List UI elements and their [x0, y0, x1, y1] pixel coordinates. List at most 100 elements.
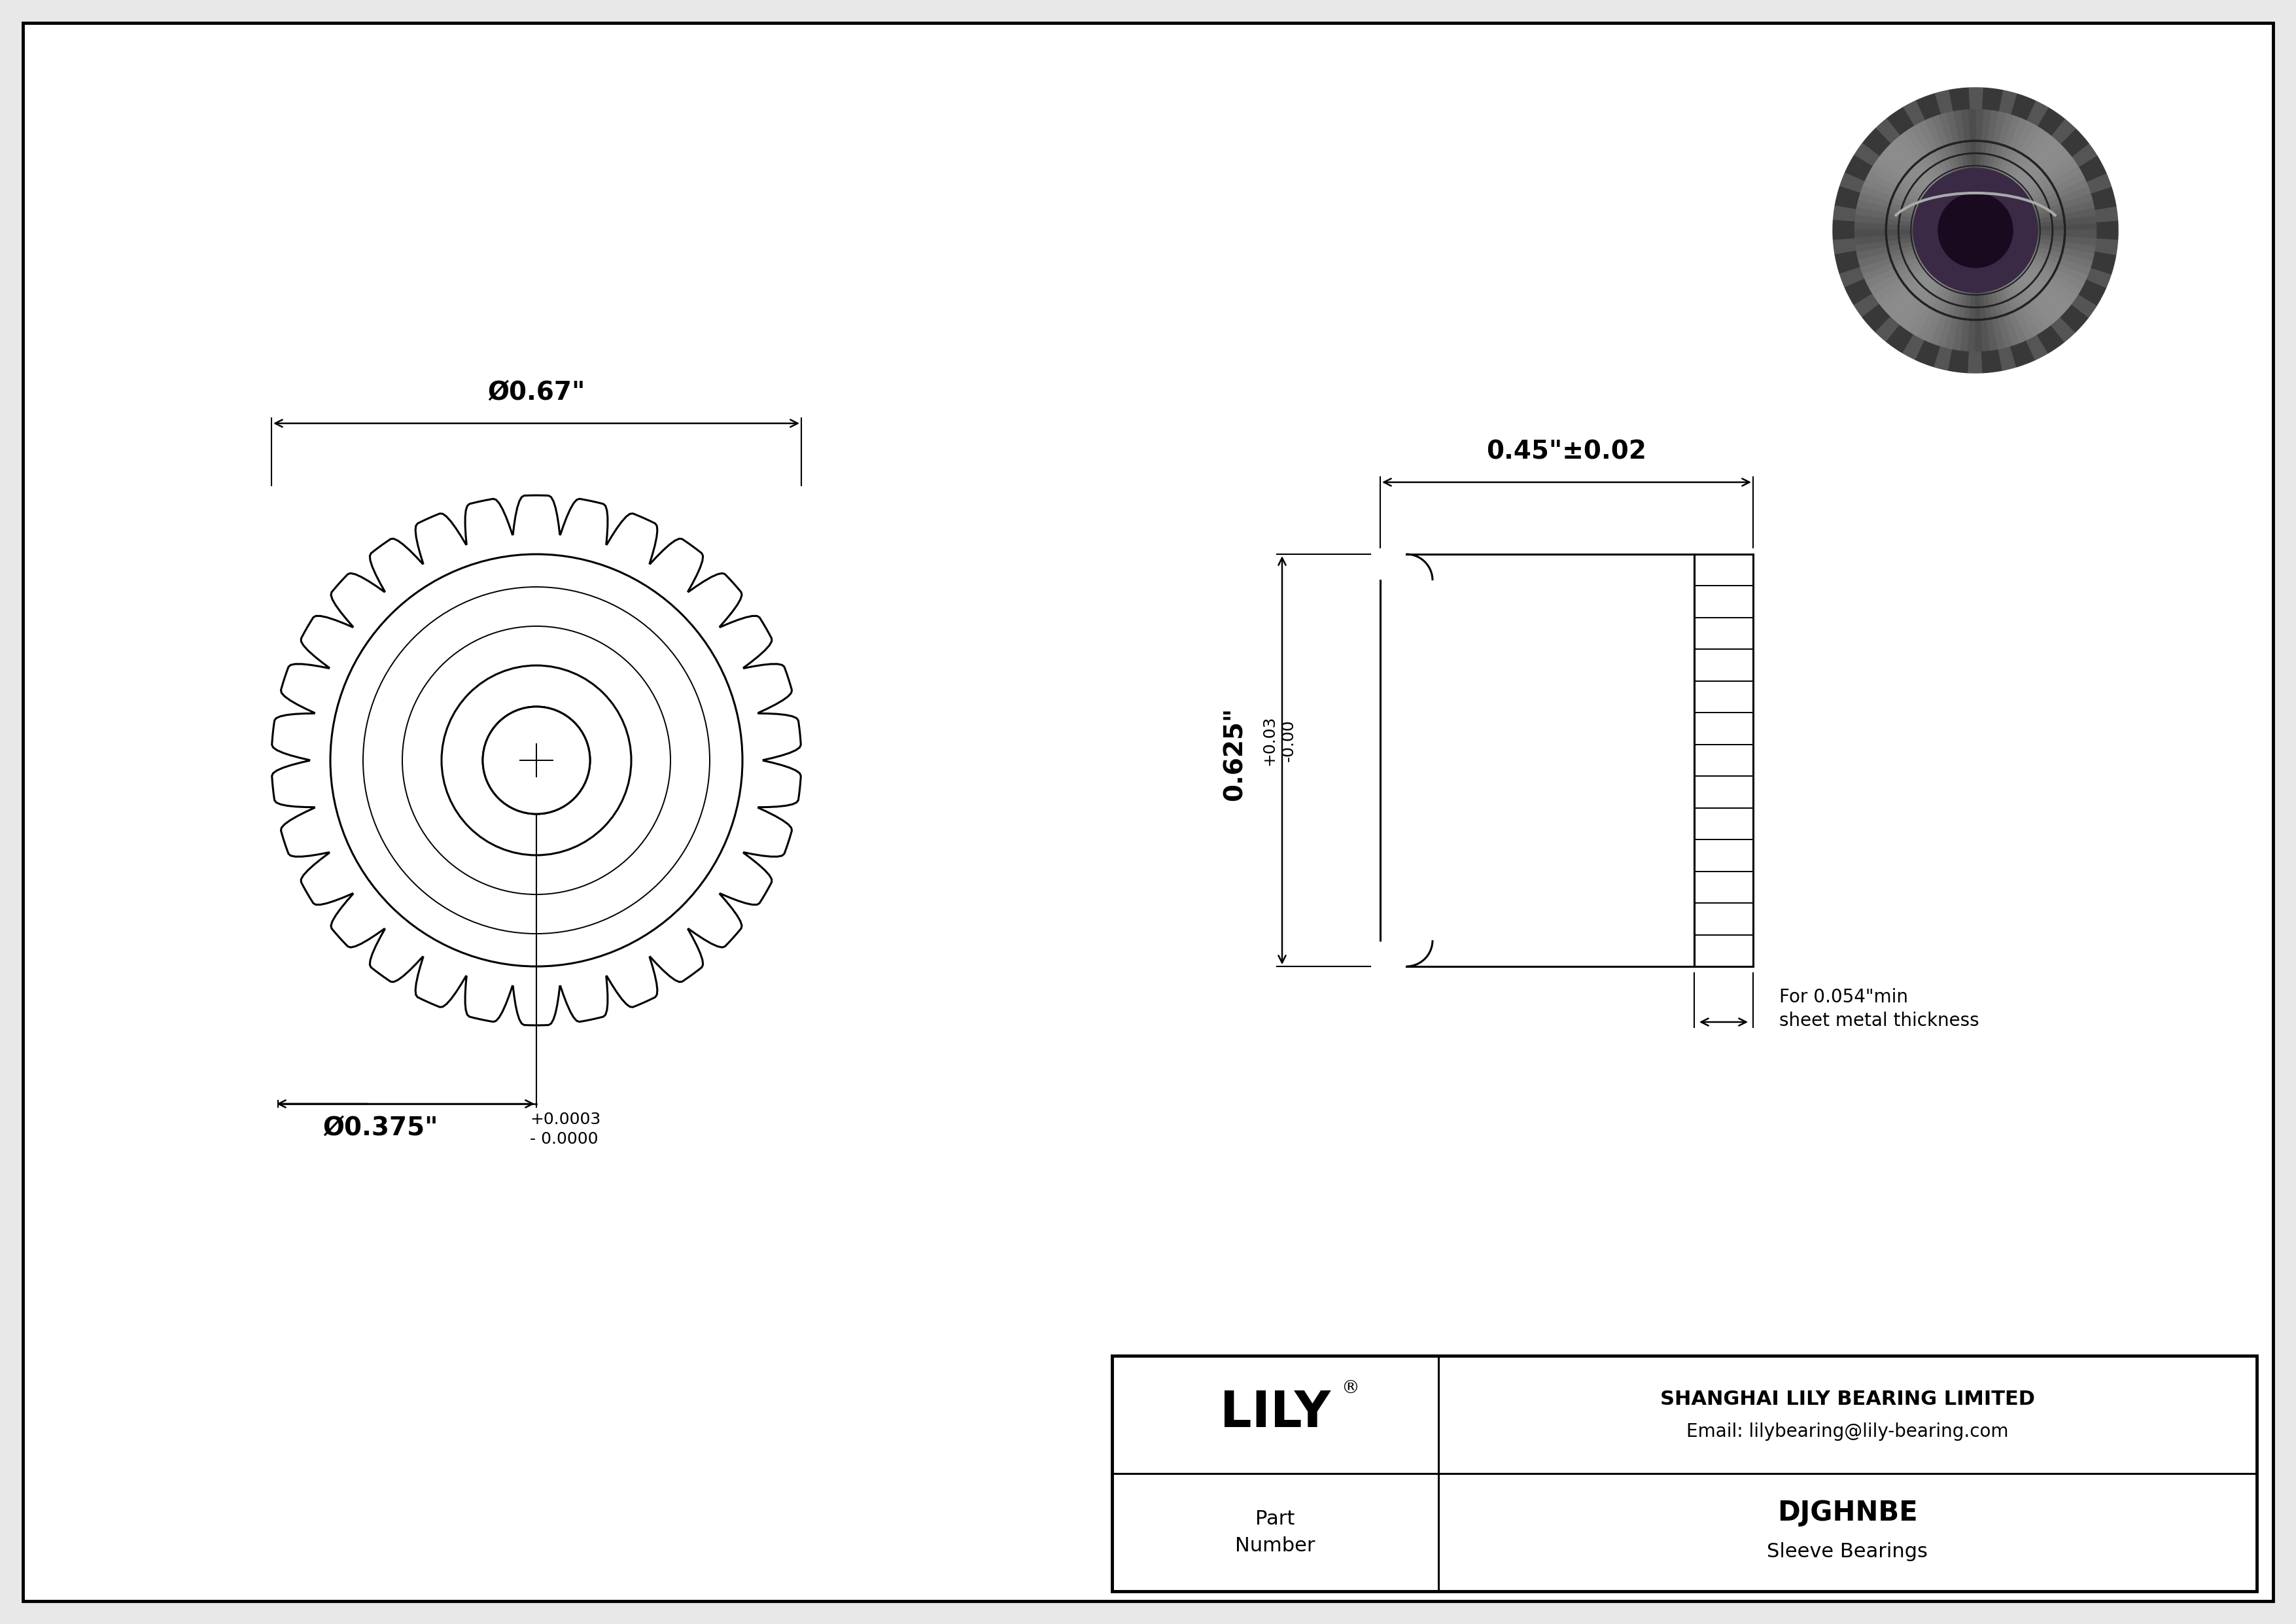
Wedge shape: [1938, 284, 1961, 351]
Wedge shape: [1979, 106, 1991, 175]
Wedge shape: [1851, 222, 1919, 231]
Wedge shape: [2030, 200, 2099, 219]
Wedge shape: [1938, 110, 1961, 177]
Circle shape: [482, 706, 590, 814]
Wedge shape: [2078, 156, 2105, 182]
Wedge shape: [1839, 174, 1864, 193]
Wedge shape: [2011, 94, 2034, 120]
Wedge shape: [1853, 240, 1922, 261]
Wedge shape: [2030, 244, 2096, 268]
Wedge shape: [2032, 231, 2101, 239]
Bar: [1111, 1356, 2257, 1592]
Wedge shape: [1851, 234, 1919, 247]
Wedge shape: [2011, 135, 2060, 190]
Circle shape: [1938, 193, 2014, 268]
Wedge shape: [2011, 341, 2034, 367]
Wedge shape: [1945, 284, 1965, 352]
Wedge shape: [1903, 101, 1924, 125]
Wedge shape: [1876, 119, 1899, 143]
Wedge shape: [2027, 247, 2094, 276]
Wedge shape: [1981, 88, 2002, 110]
Wedge shape: [1876, 317, 1899, 341]
Wedge shape: [2016, 266, 2071, 315]
Wedge shape: [2062, 128, 2089, 156]
Wedge shape: [1867, 164, 1929, 203]
Wedge shape: [1952, 107, 1968, 175]
Wedge shape: [2030, 237, 2099, 253]
Wedge shape: [1915, 94, 1940, 120]
Wedge shape: [1968, 286, 1975, 354]
Wedge shape: [1968, 88, 1984, 109]
Wedge shape: [2014, 268, 2066, 322]
Wedge shape: [2030, 192, 2096, 216]
Wedge shape: [1853, 237, 1919, 253]
Wedge shape: [1975, 286, 1984, 354]
Wedge shape: [1862, 253, 1926, 291]
Wedge shape: [1885, 268, 1938, 322]
Wedge shape: [1968, 106, 1975, 174]
Circle shape: [1913, 169, 2037, 292]
Text: ®: ®: [1341, 1379, 1359, 1398]
Wedge shape: [2023, 164, 2085, 203]
Wedge shape: [1933, 91, 1952, 114]
Wedge shape: [1975, 106, 1984, 174]
Wedge shape: [1876, 263, 1933, 310]
Wedge shape: [1855, 192, 1922, 216]
Wedge shape: [1933, 348, 1952, 370]
Wedge shape: [2032, 234, 2099, 245]
Wedge shape: [2096, 239, 2117, 255]
Circle shape: [310, 534, 762, 986]
Wedge shape: [1949, 349, 1970, 374]
Wedge shape: [1880, 266, 1936, 315]
Wedge shape: [2025, 253, 2087, 291]
Wedge shape: [2018, 151, 2076, 198]
Wedge shape: [1929, 112, 1958, 179]
Text: Ø0.375": Ø0.375": [324, 1116, 439, 1140]
Wedge shape: [2014, 140, 2066, 192]
Text: LILY: LILY: [1219, 1389, 1329, 1437]
Wedge shape: [1896, 273, 1942, 331]
Wedge shape: [1853, 200, 1922, 219]
Wedge shape: [2050, 317, 2076, 341]
Wedge shape: [1915, 119, 1952, 182]
Wedge shape: [2078, 279, 2105, 305]
Wedge shape: [2023, 257, 2085, 297]
Wedge shape: [1998, 348, 2016, 370]
Wedge shape: [1981, 349, 2002, 374]
Wedge shape: [2096, 221, 2119, 240]
Wedge shape: [2027, 185, 2094, 213]
Wedge shape: [1890, 271, 1940, 326]
Wedge shape: [2030, 240, 2099, 261]
Text: Email: lilybearing@lily-bearing.com: Email: lilybearing@lily-bearing.com: [1688, 1423, 2009, 1440]
Wedge shape: [2050, 119, 2076, 143]
Wedge shape: [2025, 177, 2092, 209]
Text: For 0.054"min
sheet metal thickness: For 0.054"min sheet metal thickness: [1779, 987, 1979, 1030]
Wedge shape: [2037, 325, 2064, 352]
Wedge shape: [1876, 151, 1933, 198]
Wedge shape: [2092, 187, 2117, 209]
Wedge shape: [2009, 130, 2055, 187]
Wedge shape: [1995, 115, 2027, 180]
Wedge shape: [1952, 286, 1968, 354]
Wedge shape: [1887, 325, 1913, 352]
Wedge shape: [1988, 110, 2014, 177]
Wedge shape: [1981, 286, 2000, 354]
Wedge shape: [2027, 335, 2048, 361]
Wedge shape: [1885, 140, 1938, 192]
Wedge shape: [1908, 278, 1949, 339]
Wedge shape: [2087, 174, 2112, 193]
Wedge shape: [1945, 109, 1965, 175]
Wedge shape: [2018, 263, 2076, 310]
Wedge shape: [1835, 187, 1860, 209]
Wedge shape: [2071, 143, 2096, 166]
Wedge shape: [1986, 109, 2007, 175]
Wedge shape: [1832, 239, 1855, 255]
Wedge shape: [2000, 117, 2034, 182]
Wedge shape: [1857, 185, 1924, 213]
Wedge shape: [1896, 130, 1942, 187]
Wedge shape: [1832, 221, 1855, 240]
Wedge shape: [1949, 88, 1970, 110]
Wedge shape: [2020, 158, 2080, 200]
Wedge shape: [1862, 171, 1926, 206]
Wedge shape: [1986, 284, 2007, 352]
